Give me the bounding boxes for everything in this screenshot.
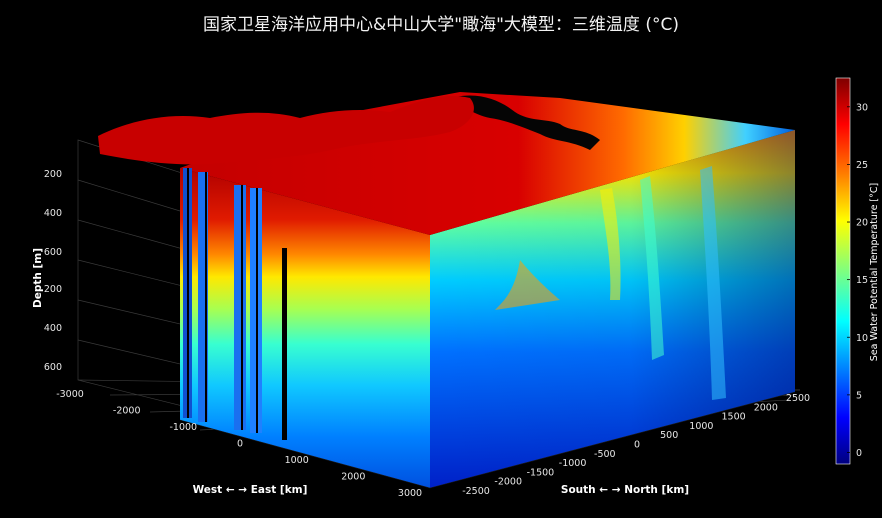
z-axis: 200 400 600 200 400 600 Depth [m] bbox=[32, 169, 62, 373]
y-tick: -2500 bbox=[462, 486, 490, 497]
z-tick: 600 bbox=[44, 362, 62, 373]
colorbar-tick: 10 bbox=[856, 333, 868, 344]
y-tick: 2000 bbox=[754, 402, 778, 413]
x-tick: -3000 bbox=[56, 389, 84, 400]
z-tick: 400 bbox=[44, 323, 62, 334]
x-tick: 2000 bbox=[341, 472, 365, 483]
colorbar-tick: 15 bbox=[856, 275, 868, 286]
z-tick: 400 bbox=[44, 208, 62, 219]
colorbar-tick: 30 bbox=[856, 102, 868, 113]
y-tick: 1000 bbox=[689, 421, 713, 432]
y-tick: 0 bbox=[634, 440, 640, 451]
colorbar-tick: 5 bbox=[856, 390, 862, 401]
box-edges bbox=[179, 391, 796, 489]
probe-columns bbox=[183, 168, 287, 440]
z-axis-label: Depth [m] bbox=[32, 248, 44, 308]
colorbar-tick: 25 bbox=[856, 160, 868, 171]
y-tick: -2000 bbox=[494, 477, 522, 488]
y-tick: -1500 bbox=[527, 467, 555, 478]
x-tick: 1000 bbox=[285, 455, 309, 466]
x-axis: -3000 -2000 -1000 0 1000 2000 3000 bbox=[56, 389, 422, 499]
z-tick: 200 bbox=[44, 284, 62, 295]
x-axis-label: West ← → East [km] bbox=[193, 484, 308, 496]
y-tick: -500 bbox=[594, 449, 616, 460]
x-tick: -1000 bbox=[169, 422, 197, 433]
x-tick: 3000 bbox=[398, 488, 422, 499]
colorbar-label: Sea Water Potential Temperature [°C] bbox=[869, 183, 880, 361]
y-axis: -2500 -2000 -1500 -1000 -500 0 500 1000 1500 2000… bbox=[462, 393, 810, 497]
x-tick: 0 bbox=[237, 439, 243, 450]
shelf-seas bbox=[98, 95, 474, 165]
x-tick: -2000 bbox=[113, 406, 141, 417]
z-tick: 600 bbox=[44, 247, 62, 258]
colorbar-tick: 0 bbox=[856, 448, 862, 459]
y-axis-label: South ← → North [km] bbox=[561, 484, 689, 496]
colorbar: 30 25 20 15 10 5 0 Sea Water Potential Tempera… bbox=[835, 77, 880, 465]
y-tick: 1500 bbox=[722, 412, 746, 423]
chart-title: 国家卫星海洋应用中心&中山大学"瞰海"大模型：三维温度 (°C) bbox=[203, 15, 679, 35]
colorbar-tick: 20 bbox=[856, 218, 868, 229]
colorbar-gradient bbox=[835, 77, 851, 465]
z-tick: 200 bbox=[44, 169, 62, 180]
side-streaks bbox=[495, 166, 726, 400]
y-tick: -1000 bbox=[559, 458, 587, 469]
y-tick: 500 bbox=[660, 430, 678, 441]
y-tick: 2500 bbox=[786, 393, 810, 404]
